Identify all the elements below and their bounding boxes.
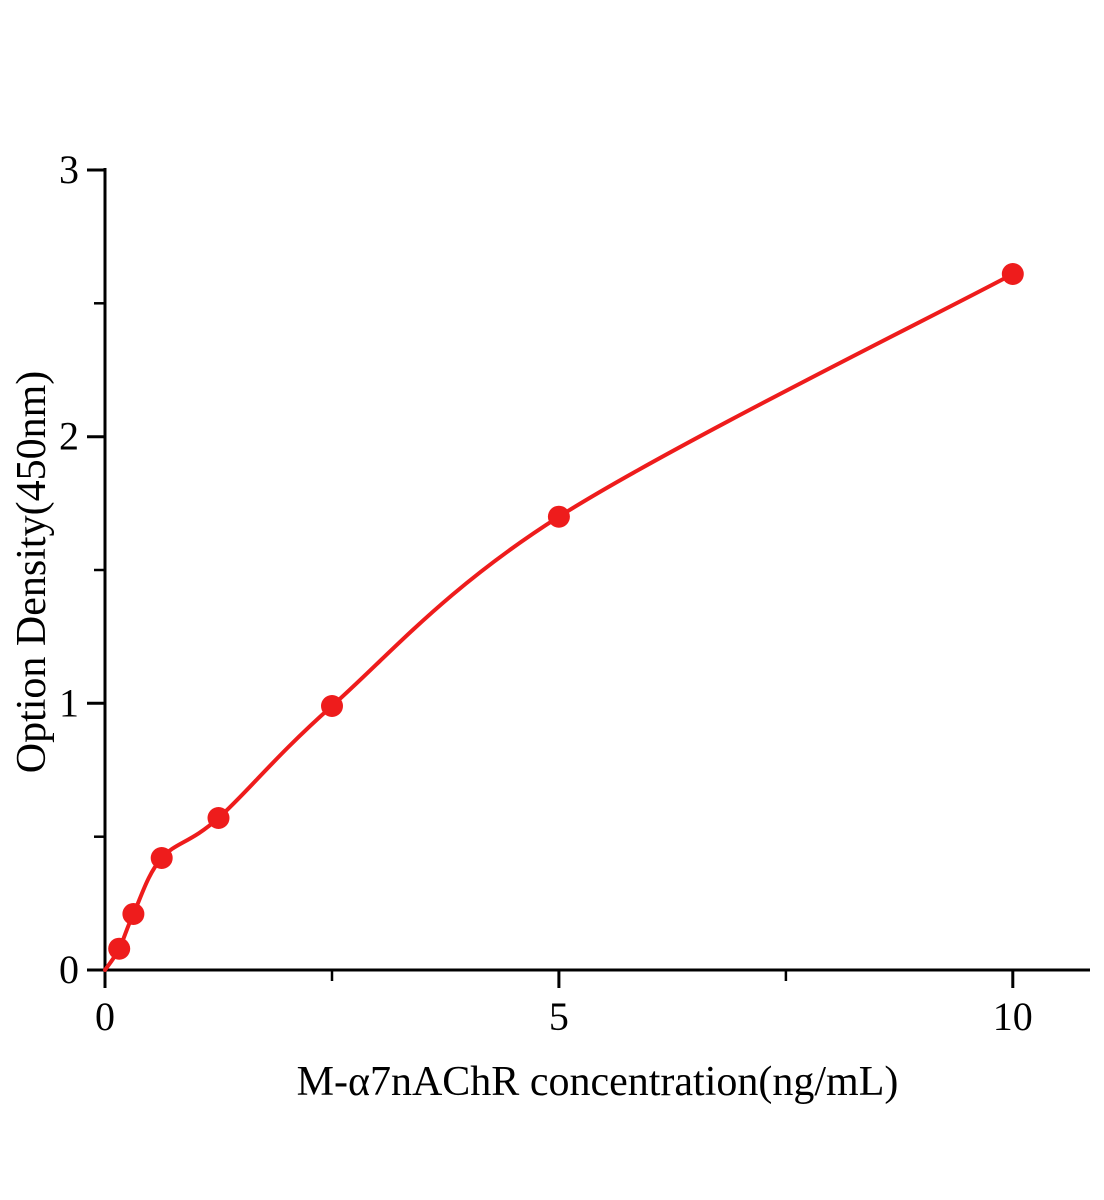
y-tick-label: 1 bbox=[59, 680, 79, 725]
x-axis-title: M-α7nAChR concentration(ng/mL) bbox=[296, 1059, 899, 1105]
y-axis-title: Option Density(450nm) bbox=[9, 370, 55, 774]
data-point bbox=[321, 695, 343, 717]
data-point bbox=[207, 807, 230, 829]
x-tick-label: 5 bbox=[549, 994, 569, 1039]
y-tick-label: 0 bbox=[59, 947, 79, 992]
data-point bbox=[122, 903, 145, 925]
y-tick-label: 3 bbox=[59, 147, 79, 192]
x-tick-label: 0 bbox=[95, 994, 115, 1039]
data-point bbox=[108, 937, 131, 960]
y-tick-label: 2 bbox=[59, 414, 79, 459]
data-point bbox=[1001, 263, 1024, 285]
data-point bbox=[150, 847, 173, 869]
data-point bbox=[547, 505, 570, 528]
x-tick-label: 10 bbox=[993, 994, 1033, 1039]
fit-curve bbox=[103, 272, 1015, 972]
